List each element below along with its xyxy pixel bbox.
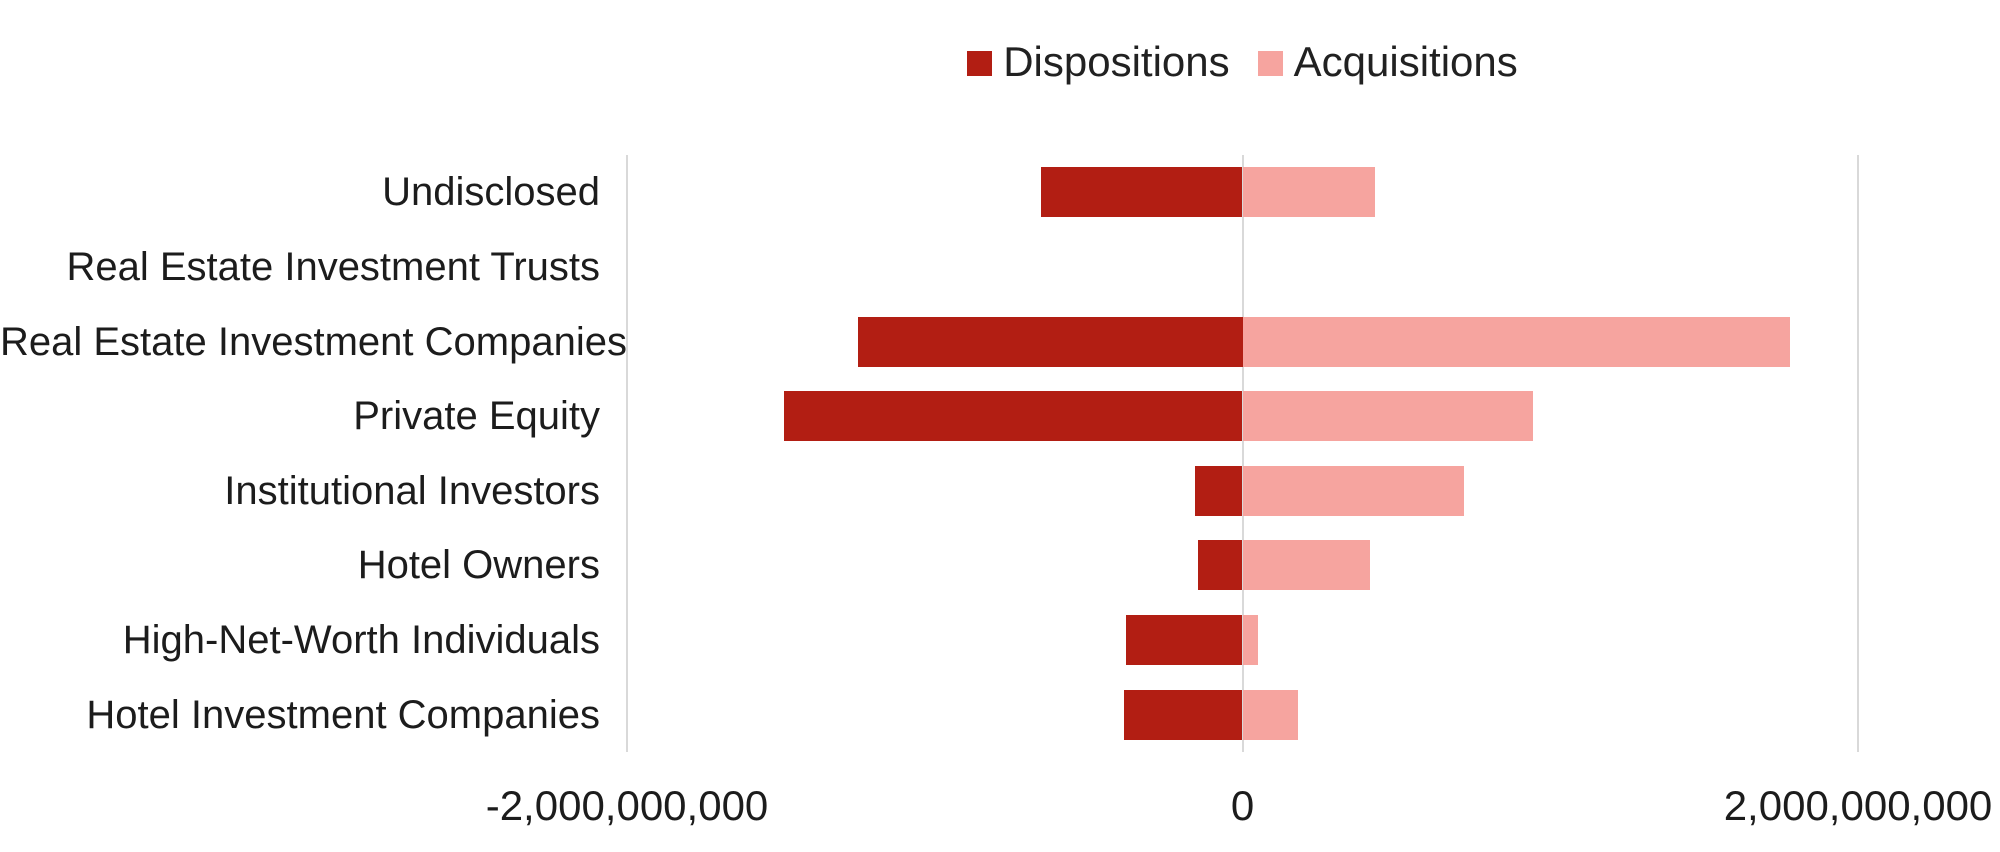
value-axis: -2,000,000,000 0 2,000,000,000 xyxy=(486,780,1993,836)
legend: Dispositions Acquisitions xyxy=(627,36,1858,88)
dispositions-bar xyxy=(1194,465,1243,516)
dispositions-bar xyxy=(1197,540,1243,591)
category-label: Institutional Investors xyxy=(224,468,600,513)
acquisitions-bar xyxy=(1242,465,1465,516)
acquisitions-bar xyxy=(1242,167,1375,218)
acquisitions-bar xyxy=(1242,689,1298,740)
acquisitions-bar xyxy=(1242,540,1371,591)
acquisitions-bar xyxy=(1242,316,1791,367)
x-tick-label: 2,000,000,000 xyxy=(1723,782,1993,829)
gridline-0 xyxy=(626,155,628,752)
x-tick-label: 0 xyxy=(1230,782,1255,829)
category-label: Real Estate Investment Companies xyxy=(0,319,627,364)
category-label: Hotel Owners xyxy=(357,543,600,588)
dispositions-bar xyxy=(857,316,1243,367)
dispositions-bar xyxy=(1125,615,1243,666)
gridline-2 xyxy=(1857,155,1859,752)
category-label: Real Estate Investment Trusts xyxy=(66,244,600,289)
legend-label-dispositions: Dispositions xyxy=(1003,38,1230,85)
legend-label-acquisitions: Acquisitions xyxy=(1293,38,1518,85)
acquisitions-bar xyxy=(1242,391,1534,442)
category-label: Private Equity xyxy=(353,394,600,439)
x-tick-label: -2,000,000,000 xyxy=(485,782,769,829)
legend-item-dispositions: Dispositions xyxy=(967,36,1230,88)
category-label: Hotel Investment Companies xyxy=(86,692,600,737)
dispositions-bar xyxy=(1124,689,1243,740)
legend-item-acquisitions: Acquisitions xyxy=(1257,36,1518,88)
acquisitions-bar xyxy=(1242,615,1258,666)
plot-area xyxy=(626,155,1859,752)
dispositions-bar xyxy=(783,391,1243,442)
dispositions-bar xyxy=(1040,167,1243,218)
gridline-1 xyxy=(1241,155,1244,752)
dispositions-swatch-icon xyxy=(967,51,993,76)
acquisitions-swatch-icon xyxy=(1257,51,1283,76)
category-axis: Undisclosed Real Estate Investment Trusts… xyxy=(0,155,627,752)
category-label: Undisclosed xyxy=(382,170,600,215)
category-label: High-Net-Worth Individuals xyxy=(122,618,600,663)
